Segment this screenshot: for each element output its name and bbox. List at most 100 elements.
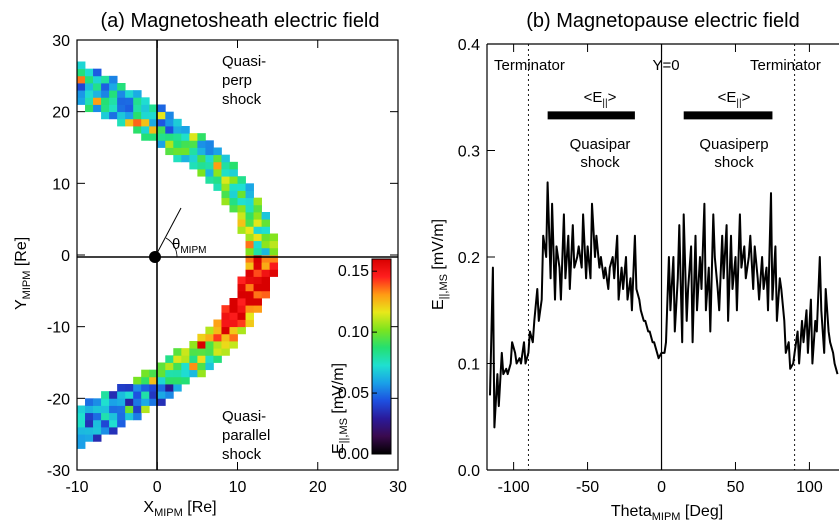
heatmap-cell [229, 305, 238, 313]
heatmap-cell [197, 341, 206, 349]
colorbar-tick-label: 0.05 [338, 385, 369, 402]
heatmap-cell [125, 97, 134, 105]
heatmap-cell [229, 190, 238, 199]
heatmap-cell [253, 212, 262, 220]
heatmap-cell [253, 226, 262, 234]
heatmap-cell [85, 412, 94, 421]
heatmap-cell [237, 226, 246, 234]
quasi-par-label-2: parallel [222, 427, 270, 444]
heatmap-cell [109, 104, 118, 113]
heatmap-cell [117, 384, 126, 392]
panel-a-x-tick-label: 30 [389, 479, 407, 496]
heatmap-cell [197, 147, 206, 156]
heatmap-cell [117, 118, 126, 127]
heatmap-cell [149, 398, 158, 406]
heatmap-cell [189, 154, 198, 163]
heatmap-cell [253, 305, 262, 313]
heatmap-cell [253, 269, 262, 277]
heatmap-cell [133, 104, 142, 113]
panel-b-y-tick-label: 0.4 [458, 37, 480, 54]
panel-b-x-tick-label: -50 [576, 479, 599, 496]
panel-a-y-tick-label: -10 [47, 320, 70, 337]
heatmap-cell [157, 140, 166, 148]
heatmap-cell [197, 369, 206, 378]
heatmap-cell [157, 133, 166, 141]
heatmap-cell [165, 362, 174, 371]
heatmap-cell [109, 83, 118, 91]
heatmap-cell [149, 133, 158, 141]
heatmap-cell [237, 319, 246, 328]
heatmap-cell [197, 133, 206, 141]
panel-a-x-tick-label: -10 [65, 479, 88, 496]
heatmap-cell [189, 355, 198, 363]
heatmap-cell [93, 405, 102, 414]
panel-a-y-tick-label: 0 [61, 248, 70, 265]
heatmap-cell [221, 176, 230, 184]
panel-a-y-tick-label: 10 [52, 176, 70, 193]
heatmap-cell [173, 355, 182, 363]
panel-a-y-ticks: -30 -20 -10 0 10 20 30 [47, 33, 398, 480]
heatmap-cell [157, 376, 166, 385]
heatmap-cell [189, 161, 198, 170]
heatmap-cell [141, 405, 150, 414]
heatmap-cell [141, 391, 150, 399]
heatmap-cell [269, 233, 279, 242]
heatmap-cell [133, 97, 142, 105]
heatmap-cell [181, 140, 190, 148]
panel-b-x-tick-label: 0 [657, 479, 666, 496]
heatmap-cell [85, 405, 94, 414]
quasiperp-label-1: Quasiperp [699, 136, 768, 153]
heatmap-cell [229, 176, 238, 184]
heatmap-cell [197, 154, 206, 163]
heatmap-cell [237, 212, 246, 220]
heatmap-cell [269, 240, 279, 249]
heatmap-cell [237, 190, 246, 199]
panel-a-x-ticks: -10 0 10 20 30 [65, 40, 407, 496]
heatmap-cell [253, 233, 262, 242]
heatmap-cell [221, 333, 230, 342]
heatmap-cell [189, 362, 198, 371]
heatmap-cell [213, 348, 222, 356]
heatmap-cell [245, 312, 254, 320]
heatmap-cell [221, 326, 230, 335]
heatmap-cell [173, 133, 182, 141]
heatmap-cell [269, 269, 279, 277]
heatmap-cell [173, 362, 182, 371]
heatmap-cell [117, 83, 126, 91]
heatmap-cell [133, 126, 142, 134]
heatmap-cell [141, 398, 150, 406]
heatmap-cell [173, 376, 182, 385]
heatmap-cell [141, 111, 150, 120]
heatmap-cell [149, 384, 158, 392]
heatmap-cell [205, 147, 214, 156]
heatmap-cell [125, 398, 134, 406]
heatmap-cell [141, 133, 150, 141]
heatmap-cell [237, 290, 246, 299]
terminator-right-label: Terminator [750, 57, 821, 74]
heatmap-cell [253, 247, 262, 256]
heatmap-cell [237, 204, 246, 213]
heatmap-cell [109, 427, 118, 435]
heatmap-cell [197, 355, 206, 363]
magnetosheath-heatmap [77, 61, 279, 449]
heatmap-cell [109, 97, 118, 105]
heatmap-cell [189, 140, 198, 148]
panel-b-ylabel: E||,MS [mV/m] [430, 219, 450, 310]
heatmap-cell [197, 140, 206, 148]
heatmap-cell [101, 75, 110, 84]
heatmap-cell [181, 126, 190, 134]
panel-b-x-tick-label: 100 [796, 479, 823, 496]
heatmap-cell [133, 384, 142, 392]
colorbar [371, 258, 392, 455]
heatmap-cell [133, 118, 142, 127]
heatmap-cell [197, 169, 206, 177]
heatmap-cell [237, 326, 246, 335]
heatmap-cell [101, 83, 110, 91]
heatmap-cell [165, 133, 174, 141]
heatmap-cell [85, 104, 94, 113]
panel-a-y-tick-label: 20 [52, 105, 70, 122]
heatmap-cell [181, 348, 190, 356]
panel-a-ylabel: YMIPM [Re] [13, 237, 33, 310]
heatmap-cell [109, 111, 118, 120]
heatmap-cell [221, 341, 230, 349]
